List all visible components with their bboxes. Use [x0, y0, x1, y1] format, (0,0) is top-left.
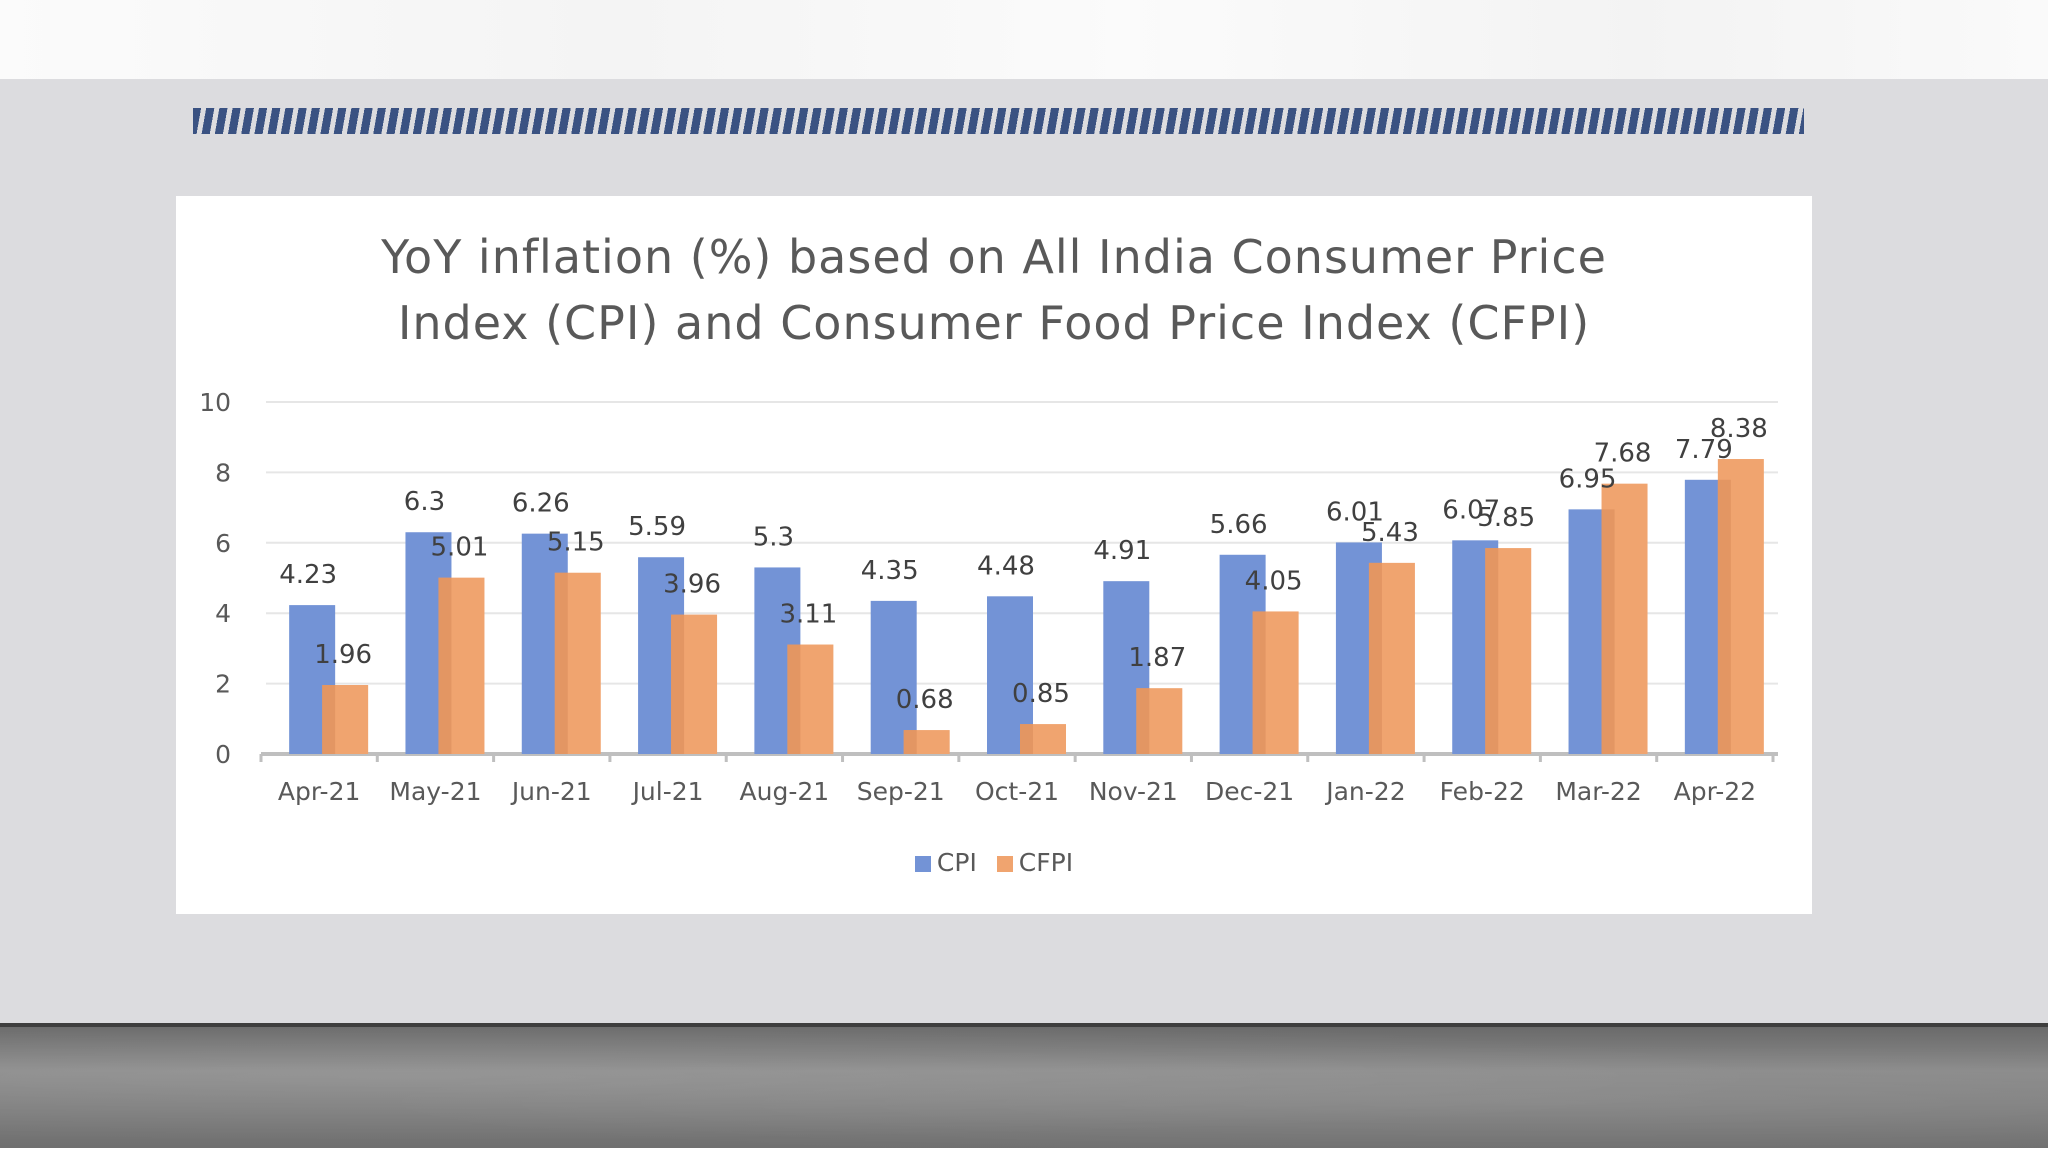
x-tick-label: Aug-21 — [740, 777, 830, 806]
data-label-cfpi: 3.96 — [663, 570, 721, 600]
data-label-cpi: 7.79 — [1675, 435, 1733, 465]
decorative-stripe — [193, 108, 1804, 134]
bar-overlap — [1368, 562, 1382, 754]
data-label-cfpi: 5.85 — [1477, 503, 1535, 533]
chart-legend: CPI CFPI — [176, 848, 1812, 877]
x-tick-label: Feb-22 — [1440, 777, 1525, 806]
bar-overlap — [671, 614, 685, 754]
y-tick-label: 6 — [215, 529, 231, 558]
top-band — [0, 0, 2048, 79]
data-label-cpi: 6.26 — [512, 489, 570, 519]
x-tick-label: Jul-21 — [631, 777, 704, 806]
bar-overlap — [1020, 724, 1033, 754]
x-tick-label: Dec-21 — [1205, 777, 1294, 806]
legend-item-cfpi: CFPI — [996, 848, 1074, 877]
data-label-cfpi: 8.38 — [1710, 414, 1768, 444]
data-label-cfpi: 1.87 — [1128, 643, 1186, 673]
bar-overlap — [1485, 548, 1499, 754]
x-tick-label: Mar-22 — [1555, 777, 1641, 806]
data-label-cpi: 5.3 — [753, 522, 794, 552]
x-tick-label: Sep-21 — [857, 777, 945, 806]
x-tick-label: Oct-21 — [975, 777, 1059, 806]
x-tick-label: Jun-21 — [510, 777, 592, 806]
bar-overlap — [438, 577, 452, 754]
legend-swatch-cpi — [914, 856, 931, 872]
bar-overlap — [322, 685, 336, 754]
chart-plot: 0 2 4 6 8 10 4.23 1.96 Apr-21 6.3 5.01 May-21 6.26 5.… — [199, 388, 1778, 806]
data-label-cfpi: 0.68 — [896, 685, 954, 715]
y-tick-label: 0 — [215, 740, 231, 769]
legend-label-cpi: CPI — [936, 848, 977, 877]
bar-overlap — [554, 572, 568, 754]
chart-card: 0 2 4 6 8 10 4.23 1.96 Apr-21 6.3 5.01 May-21 6.26 5.… — [176, 196, 1812, 914]
data-label-cfpi: 7.68 — [1594, 439, 1652, 469]
data-label-cpi: 6.07 — [1442, 495, 1500, 525]
bar-overlap — [1601, 509, 1615, 754]
bar-overlap — [1136, 688, 1150, 754]
chart-title: YoY inflation (%) based on All India Con… — [176, 224, 1812, 356]
x-tick-label: Jan-22 — [1324, 777, 1405, 806]
chart-title-line-1: YoY inflation (%) based on All India Con… — [381, 230, 1607, 284]
floor-bottom-edge — [0, 1148, 2048, 1152]
x-tick-label: Apr-22 — [1674, 777, 1756, 806]
floor-edge — [0, 1023, 2048, 1028]
data-label-cfpi: 1.96 — [314, 640, 372, 670]
y-tick-label: 10 — [199, 388, 231, 417]
data-label-cpi: 6.01 — [1326, 497, 1384, 527]
data-label-cpi: 4.35 — [861, 556, 919, 586]
data-label-cpi: 4.23 — [279, 560, 337, 590]
data-label-cfpi: 5.01 — [431, 533, 489, 563]
data-label-cpi: 6.3 — [404, 487, 445, 517]
data-label-cpi: 5.59 — [628, 512, 686, 542]
y-tick-label: 8 — [215, 458, 231, 487]
legend-swatch-cfpi — [996, 856, 1013, 872]
legend-item-cpi: CPI — [914, 848, 977, 877]
data-label-cfpi: 5.15 — [547, 528, 605, 558]
data-label-cpi: 4.91 — [1093, 536, 1151, 566]
data-label-cpi: 6.95 — [1559, 464, 1617, 494]
data-label-cfpi: 5.43 — [1361, 518, 1419, 548]
chart-title-line-2: Index (CPI) and Consumer Food Price Inde… — [397, 296, 1591, 350]
y-tick-label: 4 — [215, 599, 231, 628]
x-tick-label: May-21 — [389, 777, 481, 806]
data-label-cfpi: 4.05 — [1245, 566, 1303, 596]
x-tick-label: Apr-21 — [278, 777, 360, 806]
data-label-cpi: 5.66 — [1210, 510, 1268, 540]
data-label-cfpi: 0.85 — [1012, 679, 1070, 709]
y-tick-label: 2 — [215, 670, 231, 699]
bar-cpi — [870, 600, 917, 754]
floor-background — [0, 1027, 2048, 1152]
data-label-cpi: 4.48 — [977, 551, 1035, 581]
data-label-cfpi: 3.11 — [779, 600, 837, 630]
legend-label-cfpi: CFPI — [1018, 848, 1074, 877]
bar-overlap — [1717, 479, 1731, 754]
bar-overlap — [903, 730, 917, 754]
bar-overlap — [787, 644, 801, 754]
bar-overlap — [1252, 611, 1266, 754]
x-tick-label: Nov-21 — [1089, 777, 1178, 806]
